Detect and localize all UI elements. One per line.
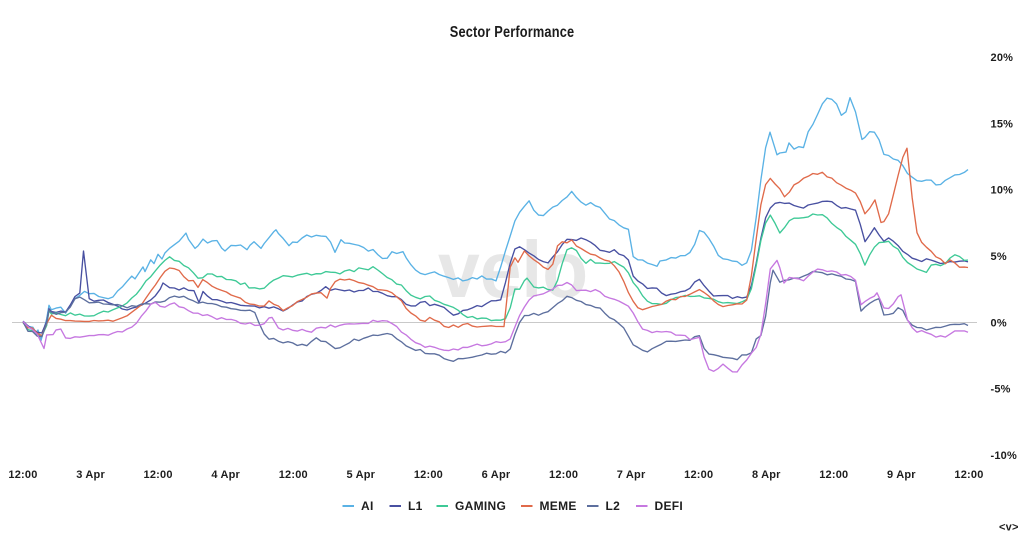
svg-text:<v>: <v> [999,522,1019,534]
svg-text:0%: 0% [991,317,1007,329]
svg-text:12:00: 12:00 [8,469,37,481]
svg-text:8 Apr: 8 Apr [752,469,781,481]
svg-text:12:00: 12:00 [819,469,848,481]
svg-text:12:00: 12:00 [549,469,578,481]
svg-text:12:00: 12:00 [279,469,308,481]
svg-text:L2: L2 [606,499,621,513]
svg-text:-10%: -10% [991,450,1017,462]
svg-text:7 Apr: 7 Apr [617,469,646,481]
svg-text:5%: 5% [991,251,1007,263]
svg-text:9 Apr: 9 Apr [887,469,916,481]
svg-text:12:00: 12:00 [144,469,173,481]
svg-text:MEME: MEME [540,499,577,513]
svg-text:10%: 10% [991,185,1014,197]
svg-text:4 Apr: 4 Apr [211,469,240,481]
svg-text:L1: L1 [408,499,423,513]
svg-text:DEFI: DEFI [655,499,684,513]
svg-text:12:00: 12:00 [414,469,443,481]
svg-text:12:00: 12:00 [954,469,983,481]
svg-text:3 Apr: 3 Apr [76,469,105,481]
svg-text:5 Apr: 5 Apr [346,469,375,481]
svg-text:AI: AI [361,499,374,513]
svg-text:velo: velo [438,225,588,314]
svg-text:20%: 20% [991,52,1014,64]
svg-text:15%: 15% [991,118,1014,130]
svg-text:Sector Performance: Sector Performance [450,24,575,41]
svg-text:6 Apr: 6 Apr [482,469,511,481]
svg-text:-5%: -5% [991,384,1011,396]
svg-text:12:00: 12:00 [684,469,713,481]
svg-text:GAMING: GAMING [455,499,506,513]
